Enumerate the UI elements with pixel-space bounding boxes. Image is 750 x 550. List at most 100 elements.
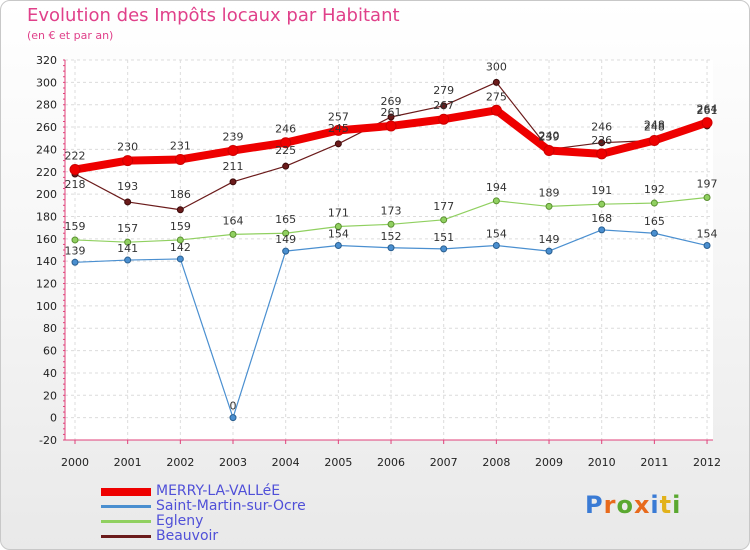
- data-label-merry-la-vall-e: 248: [644, 120, 665, 133]
- data-point-beauvoir: [387, 113, 395, 121]
- data-point-egleny: [545, 202, 553, 210]
- y-tick-label: 180: [36, 210, 57, 223]
- data-label-egleny: 159: [65, 220, 86, 233]
- legend-item: Egleny: [101, 513, 361, 529]
- data-point-saint-martin-sur-ocre: [176, 255, 184, 263]
- data-point-saint-martin-sur-ocre: [440, 245, 448, 253]
- y-tick-label: 100: [36, 300, 57, 313]
- data-point-egleny: [492, 197, 500, 205]
- data-point-egleny: [71, 236, 79, 244]
- data-point-merry-la-vall-e: [69, 164, 81, 176]
- x-tick-label: 2007: [430, 456, 458, 469]
- data-label-saint-martin-sur-ocre: 154: [486, 228, 507, 241]
- y-tick-label: 80: [43, 322, 57, 335]
- data-label-merry-la-vall-e: 236: [591, 134, 612, 147]
- y-tick-label: -20: [39, 434, 57, 447]
- data-label-beauvoir: 186: [170, 188, 191, 201]
- data-label-beauvoir: 300: [486, 60, 507, 73]
- data-label-egleny: 157: [117, 222, 138, 235]
- data-point-beauvoir: [334, 140, 342, 148]
- data-label-saint-martin-sur-ocre: 149: [275, 233, 296, 246]
- data-point-merry-la-vall-e: [490, 104, 502, 116]
- chart-title: Evolution des Impôts locaux par Habitant: [27, 5, 400, 26]
- data-label-merry-la-vall-e: 239: [539, 131, 560, 144]
- data-point-egleny: [282, 229, 290, 237]
- x-tick-label: 2009: [535, 456, 563, 469]
- data-label-saint-martin-sur-ocre: 142: [170, 241, 191, 254]
- legend-item: Beauvoir: [101, 528, 361, 544]
- legend-label: Saint-Martin-sur-Ocre: [156, 498, 306, 514]
- logo-letter: i: [650, 491, 660, 519]
- data-point-saint-martin-sur-ocre: [703, 242, 711, 250]
- logo-letter: o: [616, 491, 634, 519]
- data-label-saint-martin-sur-ocre: 141: [117, 242, 138, 255]
- data-label-merry-la-vall-e: 239: [223, 131, 244, 144]
- data-label-merry-la-vall-e: 267: [433, 99, 454, 112]
- data-point-merry-la-vall-e: [701, 117, 713, 129]
- legend-label: Egleny: [156, 513, 204, 529]
- data-point-beauvoir: [282, 162, 290, 170]
- data-label-saint-martin-sur-ocre: 154: [697, 228, 718, 241]
- data-point-saint-martin-sur-ocre: [492, 242, 500, 250]
- data-point-saint-martin-sur-ocre: [387, 244, 395, 252]
- data-point-egleny: [229, 230, 237, 238]
- x-tick-label: 2006: [377, 456, 405, 469]
- data-point-merry-la-vall-e: [280, 137, 292, 149]
- x-tick-label: 2010: [588, 456, 616, 469]
- y-tick-label: 300: [36, 76, 57, 89]
- data-point-merry-la-vall-e: [438, 113, 450, 125]
- data-label-saint-martin-sur-ocre: 168: [591, 212, 612, 225]
- data-point-egleny: [124, 238, 132, 246]
- data-label-egleny: 177: [433, 200, 454, 213]
- data-label-saint-martin-sur-ocre: 165: [644, 215, 665, 228]
- data-point-saint-martin-sur-ocre: [229, 414, 237, 422]
- data-label-merry-la-vall-e: 231: [170, 139, 191, 152]
- y-tick-label: 120: [36, 278, 57, 291]
- data-point-saint-martin-sur-ocre: [71, 258, 79, 266]
- data-label-egleny: 171: [328, 207, 349, 220]
- data-label-beauvoir: 248: [644, 118, 665, 131]
- legend: MERRY-LA-VALLéE Saint-Martin-sur-Ocre Egle…: [101, 483, 361, 544]
- logo-letter: r: [603, 491, 617, 519]
- legend-swatch: [101, 505, 151, 508]
- x-tick-label: 2001: [114, 456, 142, 469]
- data-label-saint-martin-sur-ocre: 152: [381, 230, 402, 243]
- y-tick-label: 200: [36, 188, 57, 201]
- data-label-saint-martin-sur-ocre: 154: [328, 228, 349, 241]
- data-point-egleny: [440, 216, 448, 224]
- x-tick-label: 2005: [324, 456, 352, 469]
- y-tick-label: 280: [36, 99, 57, 112]
- y-tick-label: 220: [36, 166, 57, 179]
- legend-item: Saint-Martin-sur-Ocre: [101, 498, 361, 514]
- x-tick-label: 2002: [166, 456, 194, 469]
- data-point-merry-la-vall-e: [385, 120, 397, 132]
- x-tick-label: 2000: [61, 456, 89, 469]
- data-point-egleny: [703, 193, 711, 201]
- y-tick-label: 40: [43, 367, 57, 380]
- data-point-beauvoir: [598, 139, 606, 147]
- data-point-beauvoir: [492, 78, 500, 86]
- data-point-merry-la-vall-e: [543, 145, 555, 157]
- data-label-beauvoir: 245: [328, 122, 349, 135]
- data-point-egleny: [387, 220, 395, 228]
- data-label-egleny: 197: [697, 177, 718, 190]
- data-label-egleny: 191: [591, 184, 612, 197]
- data-point-merry-la-vall-e: [227, 145, 239, 157]
- logo-letter: x: [633, 491, 651, 519]
- data-point-egleny: [650, 199, 658, 207]
- data-label-beauvoir: 193: [117, 180, 138, 193]
- x-tick-label: 2003: [219, 456, 247, 469]
- y-tick-label: 260: [36, 121, 57, 134]
- data-point-saint-martin-sur-ocre: [124, 256, 132, 264]
- data-point-saint-martin-sur-ocre: [334, 242, 342, 250]
- data-point-beauvoir: [229, 178, 237, 186]
- data-point-beauvoir: [176, 206, 184, 214]
- legend-swatch: [101, 535, 151, 538]
- legend-label: Beauvoir: [156, 528, 219, 544]
- data-label-egleny: 194: [486, 181, 507, 194]
- x-tick-label: 2011: [640, 456, 668, 469]
- data-label-egleny: 189: [539, 186, 560, 199]
- y-tick-label: 60: [43, 345, 57, 358]
